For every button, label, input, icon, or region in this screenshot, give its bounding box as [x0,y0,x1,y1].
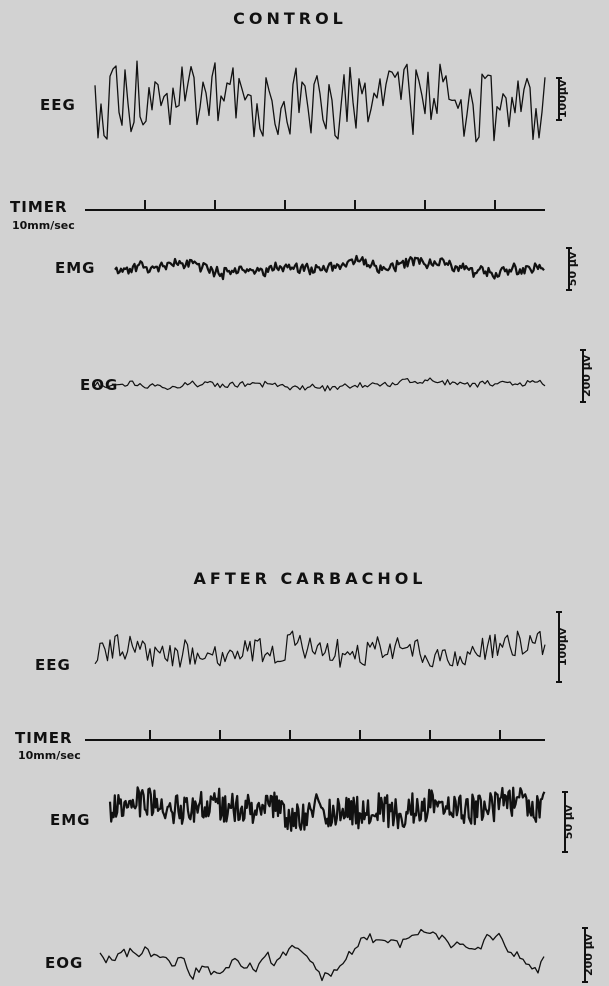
trace-label: EEG [40,96,76,114]
trace-label: TIMER [15,729,73,747]
scale-bar [556,611,562,683]
timer-trace [85,200,545,211]
trace-label: TIMER [10,198,68,216]
scale-label: 200 μv [580,354,593,397]
signal-trace [94,630,546,668]
scale-bar [582,927,588,983]
scale-label: 100μv [556,79,569,118]
trace-label: EOG [45,954,83,972]
scale-bar [580,349,586,403]
scale-label: 200 μv [582,933,595,976]
timer-speed: 10mm/sec [18,749,81,762]
timer-speed: 10mm/sec [12,219,75,232]
scale-bar [566,247,572,291]
timer-trace [85,730,545,741]
scale-bar [562,791,568,853]
panel-title: AFTER CARBACHOL [194,569,427,588]
scale-label: 50 μv [562,804,575,839]
signal-trace [99,928,545,982]
trace-label: EEG [35,656,71,674]
panel-title: CONTROL [233,9,347,28]
signal-trace [114,254,545,281]
scale-bar [556,77,562,121]
trace-label: EMG [50,811,91,829]
scale-label: 50 μv [566,251,579,286]
scale-label: 100μv [556,627,569,666]
signal-trace [94,60,546,143]
trace-label: EMG [55,259,96,277]
signal-trace [94,377,546,392]
signal-trace [108,786,546,832]
